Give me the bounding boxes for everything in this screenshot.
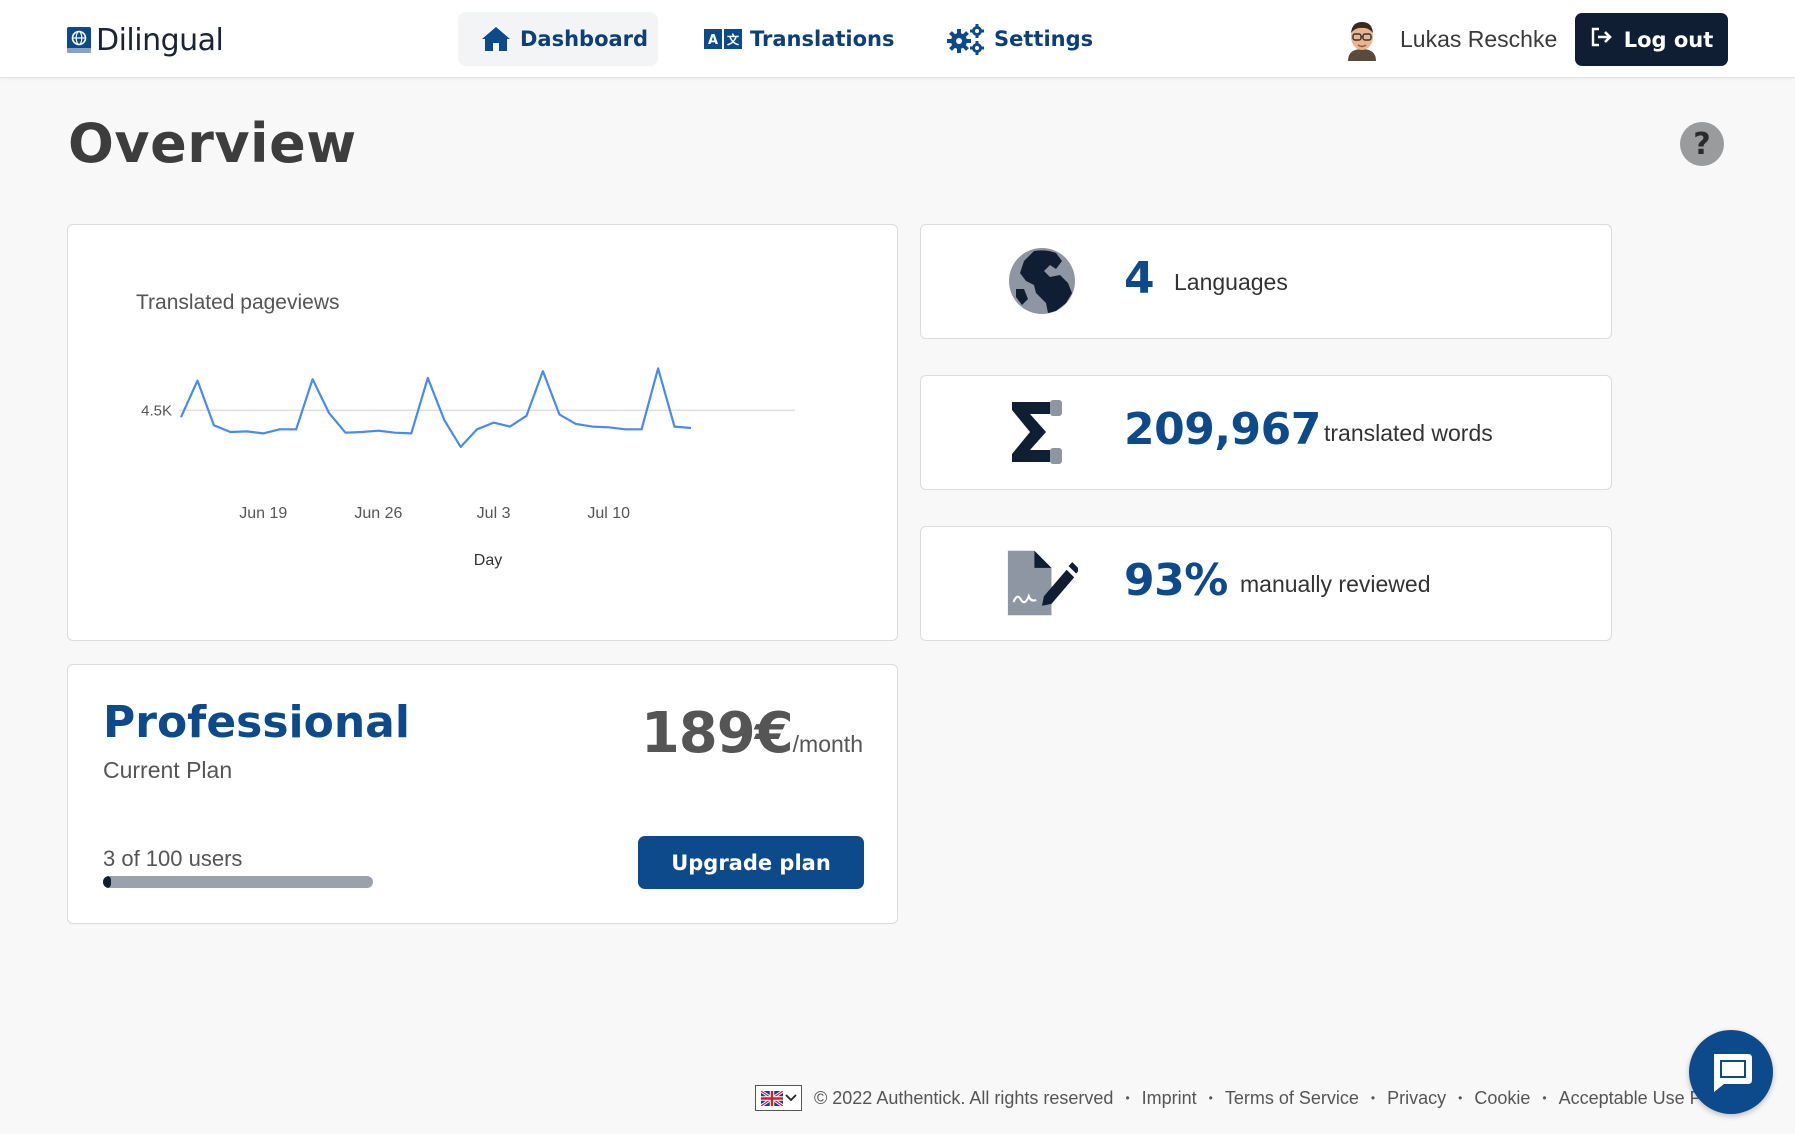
logo[interactable]: Dilingual — [66, 20, 224, 60]
languages-value: 4 — [1124, 253, 1155, 304]
words-stat-card: 209,967 translated words — [920, 375, 1612, 490]
chat-button[interactable] — [1689, 1030, 1773, 1114]
cookie-link[interactable]: Cookie — [1474, 1087, 1531, 1108]
logout-button[interactable]: Log out — [1575, 13, 1728, 66]
logout-label: Log out — [1623, 27, 1714, 52]
plan-subtitle: Current Plan — [103, 757, 233, 783]
nav-translations-label: Translations — [750, 27, 895, 51]
document-signature-icon — [1007, 550, 1078, 616]
help-button[interactable]: ? — [1680, 122, 1724, 166]
page-title: Overview — [68, 112, 357, 175]
nav-settings[interactable]: Settings — [924, 12, 1115, 66]
imprint-link[interactable]: Imprint — [1141, 1087, 1197, 1108]
gears-icon — [946, 23, 986, 55]
x-tick-label: Jul 3 — [477, 505, 511, 522]
price-amount: 189€ — [640, 701, 794, 766]
top-navbar: Dilingual Dashboard A 文 Translations — [0, 0, 1795, 78]
separator: • — [1208, 1091, 1213, 1105]
y-tick-label: 4.5K — [141, 402, 172, 419]
user-name: Lukas Reschke — [1400, 25, 1558, 52]
separator: • — [1458, 1091, 1463, 1105]
reviewed-value: 93% — [1124, 555, 1228, 606]
nav-translations[interactable]: A 文 Translations — [682, 12, 916, 66]
nav-dashboard[interactable]: Dashboard — [458, 12, 658, 66]
x-tick-label: Jun 19 — [239, 505, 287, 522]
languages-stat-card: 4 Languages — [920, 224, 1612, 339]
separator: • — [1125, 1091, 1130, 1105]
users-progress-fill — [103, 876, 112, 888]
users-progress-bar — [103, 876, 373, 888]
separator: • — [1370, 1091, 1376, 1105]
words-value: 209,967 — [1124, 404, 1321, 455]
svg-text:文: 文 — [727, 32, 740, 47]
avatar — [1348, 22, 1376, 61]
privacy-link[interactable]: Privacy — [1387, 1087, 1447, 1108]
users-count: 3 of 100 users — [103, 846, 243, 871]
translate-icon: A 文 — [704, 28, 742, 50]
sigma-icon — [1012, 400, 1062, 464]
nav-dashboard-label: Dashboard — [520, 27, 649, 51]
copyright-text: © 2022 Authentick. All rights reserved — [814, 1087, 1114, 1108]
upgrade-plan-button[interactable]: Upgrade plan — [638, 836, 864, 889]
plan-card: Professional Current Plan 189€ /month 3 … — [67, 664, 898, 924]
separator: • — [1542, 1091, 1547, 1105]
footer: © 2022 Authentick. All rights reserved •… — [755, 1084, 1738, 1112]
logout-icon — [1590, 27, 1614, 52]
question-icon: ? — [1693, 126, 1711, 162]
languages-label: Languages — [1174, 269, 1288, 295]
logo-text: Dilingual — [96, 22, 224, 58]
chevron-down-icon — [784, 1094, 797, 1102]
price-period: /month — [792, 731, 863, 757]
user-profile[interactable]: Lukas Reschke — [1342, 18, 1558, 61]
chat-bubble-icon — [1714, 1054, 1752, 1092]
uk-flag-icon — [760, 1090, 783, 1106]
svg-text:A: A — [708, 33, 718, 48]
logo-icon — [67, 27, 91, 53]
plan-price: 189€ /month — [641, 701, 863, 766]
pageviews-chart: 4.5K Jun 19 Jun 26 Jul 3 Jul 10 Day — [141, 367, 795, 569]
terms-link[interactable]: Terms of Service — [1224, 1087, 1359, 1108]
reviewed-label: manually reviewed — [1240, 571, 1431, 597]
acceptable-use-link[interactable]: Acceptable Use Policy — [1558, 1087, 1738, 1108]
x-tick-label: Jul 10 — [587, 505, 630, 522]
globe-icon — [1009, 248, 1075, 314]
nav-settings-label: Settings — [994, 27, 1094, 51]
language-select[interactable] — [755, 1085, 802, 1111]
reviewed-stat-card: 93% manually reviewed — [920, 526, 1612, 641]
x-axis-label: Day — [474, 552, 502, 569]
pageviews-chart-card: Translated pageviews 4.5K Jun 19 Jun 26 Jul… — [67, 224, 898, 641]
chart-title: Translated pageviews — [136, 291, 340, 314]
words-label: translated words — [1324, 420, 1493, 446]
plan-name: Professional — [103, 697, 410, 748]
pageviews-line — [179, 367, 692, 448]
x-tick-label: Jun 26 — [354, 505, 402, 522]
home-icon — [480, 25, 512, 53]
